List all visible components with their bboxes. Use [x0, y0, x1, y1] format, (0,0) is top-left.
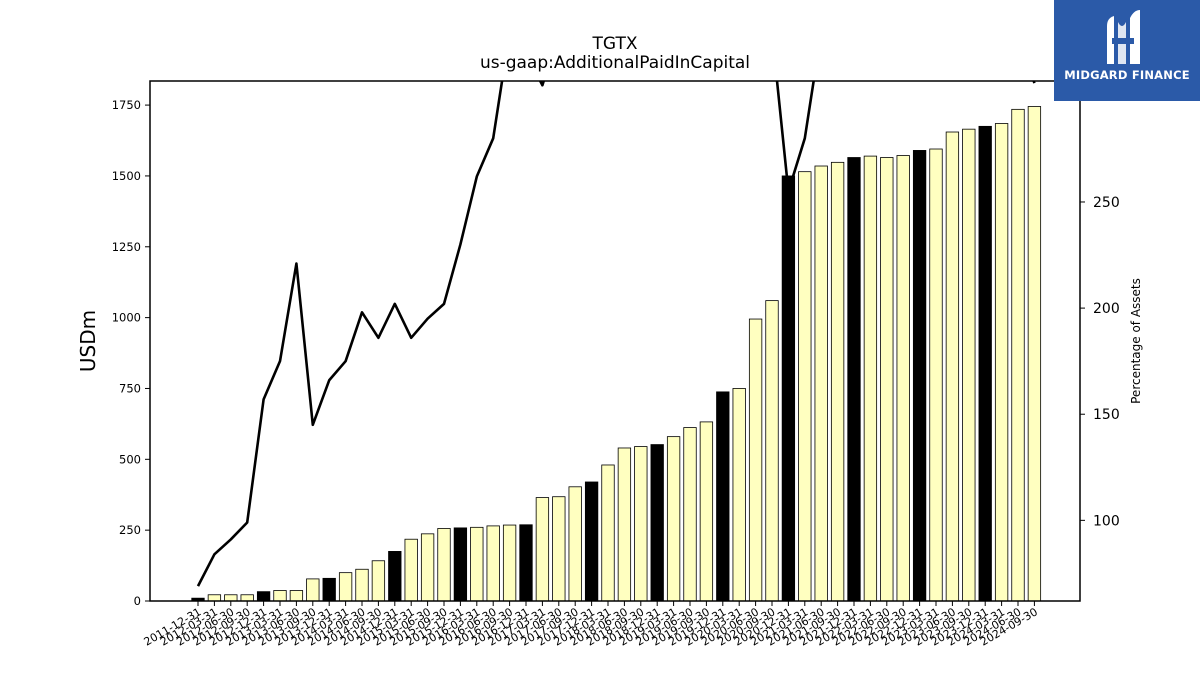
- bar-2012-06-30: [224, 594, 238, 602]
- bar-2016-03-31: [470, 526, 484, 602]
- chart-title: TGTX: [592, 34, 638, 54]
- bar-2021-12-31: [847, 157, 861, 602]
- bar-2021-09-30: [830, 161, 845, 602]
- bar-2017-12-31: [584, 481, 599, 602]
- bar-2012-03-31: [207, 594, 222, 602]
- bar-2013-09-30: [306, 578, 320, 602]
- bar-2015-06-30: [420, 533, 435, 602]
- plot-frame: [149, 80, 1081, 602]
- bar-series: [191, 106, 1042, 602]
- y-tick-label: 1000: [112, 311, 141, 325]
- bar-2017-03-31: [535, 497, 550, 602]
- line-series: [196, 81, 1036, 587]
- bar-2022-09-30: [896, 155, 910, 602]
- bar-2014-12-31: [388, 551, 402, 602]
- bar-2016-09-30: [502, 524, 517, 602]
- y-tick-label: 500: [119, 452, 141, 466]
- percentage-of-assets-line: [196, 81, 1036, 587]
- bar-2012-12-31: [256, 591, 271, 602]
- bar-2017-09-30: [568, 486, 582, 602]
- bar-2019-09-30: [699, 421, 714, 602]
- bar-2015-09-30: [437, 528, 451, 602]
- bar-2015-12-31: [453, 527, 468, 602]
- bar-2015-03-31: [404, 538, 418, 602]
- bar-2023-03-31: [929, 148, 943, 602]
- bar-2012-09-30: [240, 594, 254, 602]
- bar-2022-12-31: [912, 150, 927, 602]
- bar-2024-06-30: [1011, 108, 1025, 602]
- bar-2023-09-30: [962, 128, 976, 602]
- x-axis: 2011-12-312012-03-312012-06-302012-09-30…: [142, 601, 1040, 649]
- bar-2014-03-31: [338, 572, 353, 602]
- y-axis-right: 100 150 200 250: [1080, 195, 1120, 529]
- bar-2020-06-30: [748, 318, 763, 602]
- y2-tick-label: 200: [1093, 301, 1120, 317]
- bar-2020-12-31: [781, 175, 796, 602]
- bar-2022-03-31: [863, 155, 878, 602]
- bar-2019-03-31: [666, 436, 681, 602]
- bar-2024-09-30: [1027, 106, 1042, 602]
- bar-2016-12-31: [519, 524, 533, 602]
- bar-2019-12-31: [716, 391, 730, 602]
- bar-2021-03-31: [798, 171, 812, 602]
- y-tick-label: 250: [119, 523, 141, 537]
- bar-2014-09-30: [371, 560, 386, 602]
- y-axis-left: 0 250 500 750 1000 1250 1500 1750: [112, 98, 150, 608]
- bar-2018-12-31: [650, 444, 664, 602]
- y-tick-label: 1500: [112, 169, 141, 183]
- midgard-logo-icon: [1107, 10, 1140, 64]
- y-tick-label: 0: [134, 594, 141, 608]
- y-tick-label: 1250: [112, 240, 141, 254]
- bar-2018-09-30: [634, 446, 648, 602]
- bar-2018-06-30: [617, 447, 632, 602]
- bar-2019-06-30: [683, 427, 697, 602]
- bar-2018-03-31: [601, 464, 615, 602]
- y2-axis-label: Percentage of Assets: [1129, 278, 1143, 404]
- y-tick-label: 1750: [112, 98, 141, 112]
- logo-text: MIDGARD FINANCE: [1064, 68, 1190, 82]
- chart-subtitle: us-gaap:AdditionalPaidInCapital: [480, 53, 750, 73]
- bar-2020-03-31: [732, 388, 746, 602]
- y2-tick-label: 100: [1093, 513, 1120, 529]
- y-tick-label: 750: [119, 381, 141, 395]
- bar-2013-03-31: [273, 590, 287, 602]
- y-axis-label: USDm: [76, 310, 100, 372]
- bar-2022-06-30: [880, 157, 894, 602]
- y2-tick-label: 250: [1093, 195, 1120, 211]
- bar-2023-12-31: [978, 125, 992, 602]
- bar-2021-06-30: [814, 165, 828, 602]
- midgard-finance-logo: MIDGARD FINANCE: [1054, 0, 1200, 101]
- bar-2020-09-30: [765, 300, 779, 602]
- bar-2016-06-30: [486, 525, 500, 602]
- bar-2013-12-31: [322, 577, 336, 602]
- bar-2024-03-31: [994, 123, 1009, 602]
- bar-2014-06-30: [355, 568, 369, 602]
- bar-2023-06-30: [945, 131, 960, 602]
- bar-2017-06-30: [552, 496, 566, 602]
- y2-tick-label: 150: [1093, 407, 1120, 423]
- bar-2013-06-30: [289, 590, 304, 602]
